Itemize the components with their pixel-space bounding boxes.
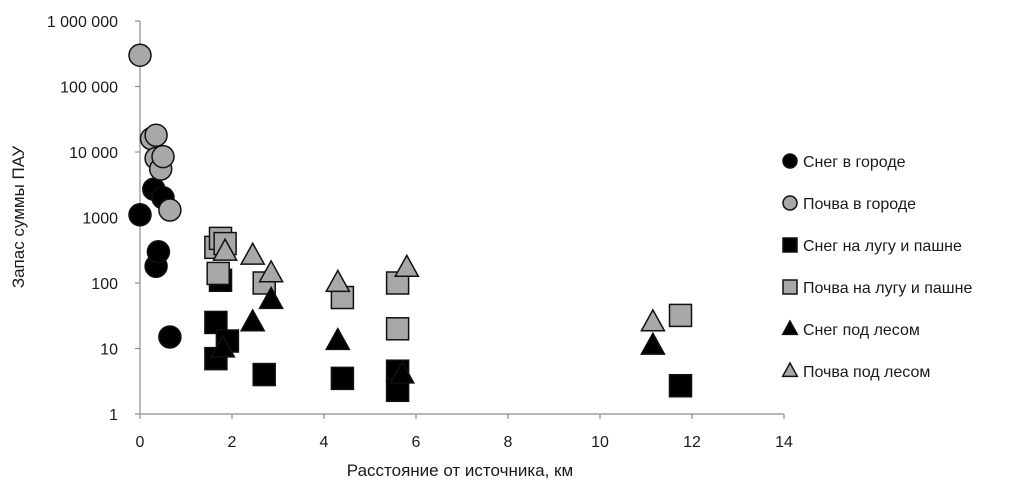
- y-tick-label: 100: [91, 276, 118, 293]
- y-tick-label: 10 000: [69, 145, 118, 162]
- y-axis-title: Запас суммы ПАУ: [9, 146, 28, 289]
- x-tick-label: 2: [228, 434, 237, 451]
- legend-item: Снег под лесом: [781, 319, 920, 339]
- legend-item: Почва в городе: [782, 195, 916, 213]
- x-tick-label: 14: [775, 434, 793, 451]
- x-tick-label: 0: [136, 434, 145, 451]
- legend-label: Почва под лесом: [803, 364, 930, 381]
- data-point: [252, 362, 276, 387]
- legend-marker: [782, 153, 798, 169]
- y-tick-label: 1000: [82, 211, 118, 228]
- legend-item: Снег в городе: [782, 153, 906, 171]
- data-point: [128, 43, 152, 67]
- data-point: [206, 261, 230, 286]
- x-tick-label: 4: [320, 434, 329, 451]
- data-point: [258, 259, 284, 283]
- data-point: [158, 198, 182, 222]
- y-tick-label: 1 000 000: [47, 14, 118, 31]
- chart-axes: 0 2 4 6 8 10 12 14 1 10 100 1000 10 000 100 000 1 000 …: [47, 14, 793, 451]
- x-tick-label: 6: [412, 434, 421, 451]
- data-point: [258, 285, 284, 310]
- series-6: [212, 237, 666, 332]
- data-point: [239, 308, 266, 332]
- x-tick-label: 8: [504, 434, 513, 451]
- data-point: [144, 123, 168, 148]
- legend-marker: [782, 195, 798, 211]
- x-tick-label: 10: [591, 434, 609, 451]
- data-point: [151, 144, 175, 169]
- series-5: [209, 285, 666, 384]
- data-point: [389, 360, 416, 384]
- legend-marker: [781, 361, 799, 378]
- y-tick-label: 1: [109, 407, 118, 424]
- data-point: [385, 317, 410, 341]
- legend-label: Снег под лесом: [803, 322, 920, 339]
- plot-area: [128, 43, 693, 403]
- data-point: [668, 373, 693, 398]
- legend-item: Почва на лугу и пашне: [782, 279, 972, 297]
- data-point: [324, 268, 351, 293]
- legend-label: Почва в городе: [803, 196, 916, 213]
- data-point: [239, 241, 266, 265]
- legend-label: Снег на лугу и пашне: [803, 238, 962, 255]
- x-tick-label: 12: [683, 434, 701, 451]
- legend-label: Почва на лугу и пашне: [803, 280, 972, 297]
- legend-marker: [782, 279, 798, 295]
- series-4: [204, 226, 693, 341]
- data-point: [324, 326, 351, 351]
- data-point: [668, 303, 693, 328]
- legend: Снег в городе Почва в городе Снег на лугу …: [781, 153, 972, 381]
- data-point: [330, 366, 355, 391]
- data-point: [209, 334, 236, 358]
- data-point: [146, 239, 171, 264]
- data-point: [128, 203, 152, 227]
- legend-item: Почва под лесом: [781, 361, 930, 381]
- series-2: [128, 43, 182, 222]
- data-point: [640, 308, 666, 332]
- legend-marker: [781, 319, 799, 336]
- data-point: [212, 237, 238, 261]
- legend-item: Снег на лугу и пашне: [782, 237, 962, 255]
- data-point: [158, 325, 182, 349]
- x-axis-title: Расстояние от источника, км: [347, 461, 573, 480]
- series-3: [204, 268, 693, 403]
- legend-label: Снег в городе: [803, 154, 906, 171]
- legend-marker: [782, 237, 798, 253]
- y-tick-label: 10: [100, 342, 118, 359]
- data-point: [640, 331, 666, 355]
- data-point: [393, 253, 420, 278]
- y-tick-label: 100 000: [60, 80, 118, 97]
